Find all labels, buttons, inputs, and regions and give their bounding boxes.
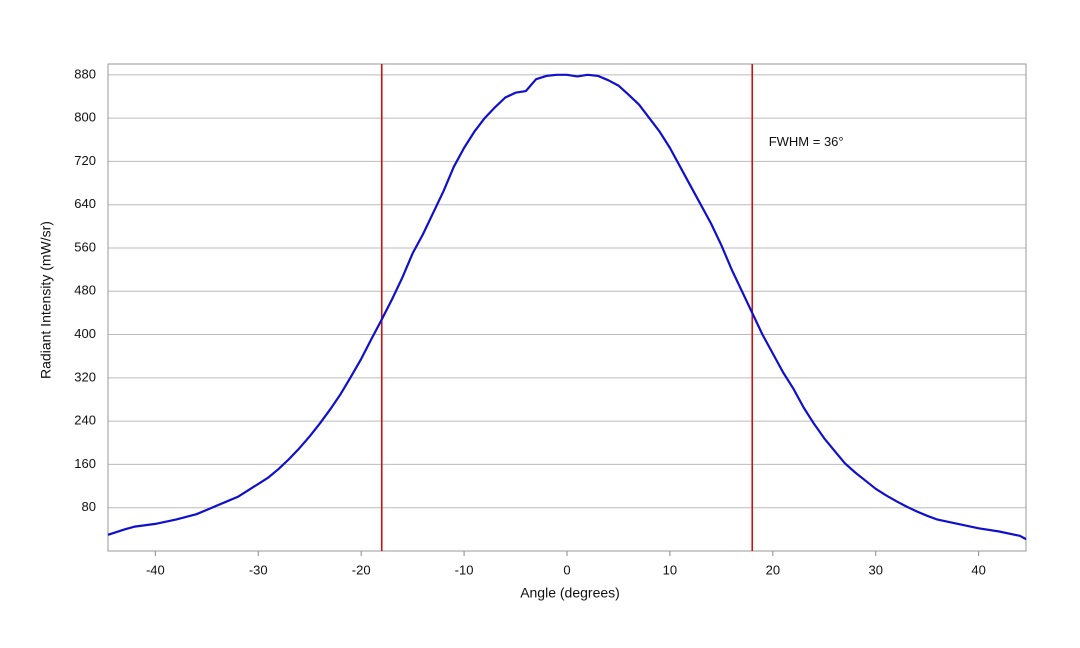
y-axis-label: Radiant Intensity (mW/sr) xyxy=(38,221,54,379)
y-tick-label: 240 xyxy=(74,413,96,428)
y-tick-label: 400 xyxy=(74,326,96,341)
x-tick-label: 30 xyxy=(869,562,883,577)
x-tick-label: 40 xyxy=(971,562,985,577)
x-axis-label: Angle (degrees) xyxy=(520,585,620,601)
x-tick-label: -30 xyxy=(249,562,268,577)
x-tick-label: -20 xyxy=(352,562,371,577)
y-tick-label: 480 xyxy=(74,283,96,298)
x-tick-label: 20 xyxy=(766,562,780,577)
y-tick-label: 80 xyxy=(82,499,96,514)
y-tick-label: 560 xyxy=(74,239,96,254)
annotation: FWHM = 36° xyxy=(769,134,844,149)
y-tick-label: 160 xyxy=(74,456,96,471)
plot-border xyxy=(107,63,1027,552)
x-tick-label: 10 xyxy=(663,562,677,577)
x-tick-label: 0 xyxy=(563,562,570,577)
x-tick-label: -40 xyxy=(146,562,165,577)
data-line xyxy=(107,73,1027,541)
y-tick-label: 640 xyxy=(74,196,96,211)
y-tick-label: 720 xyxy=(74,153,96,168)
y-tick-label: 320 xyxy=(74,369,96,384)
y-tick-label: 880 xyxy=(74,66,96,81)
y-tick-label: 800 xyxy=(74,110,96,125)
x-tick-label: -10 xyxy=(455,562,474,577)
